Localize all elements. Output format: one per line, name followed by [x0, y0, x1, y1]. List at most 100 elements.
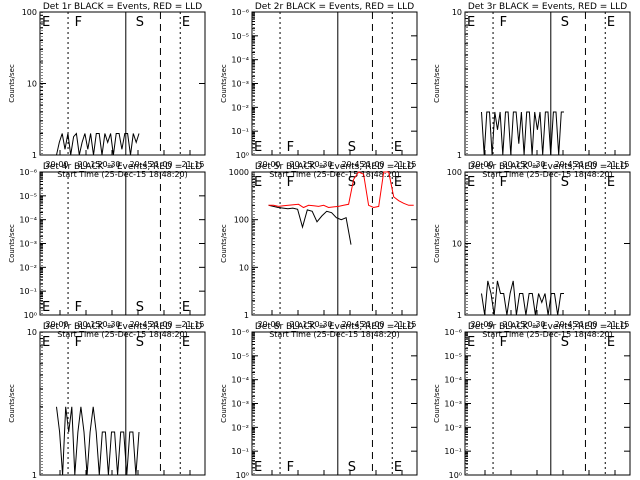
event-marker-label: S — [348, 175, 356, 190]
x-tick-label: 20:45 — [554, 320, 577, 329]
panel-title: Det 7r BLACK = Events, RED = LLD — [43, 322, 202, 332]
y-tick-label: 10⁻¹ — [444, 447, 462, 456]
x-tick-label: 20:30 — [522, 160, 545, 169]
x-axis-label: Start Time (25-Dec-15 18:48:20) — [482, 170, 613, 179]
y-tick-label: 10⁰ — [236, 151, 249, 160]
series-line — [56, 406, 140, 476]
y-axis-label: Counts/sec — [8, 224, 16, 263]
y-tick-label: 10 — [452, 8, 462, 17]
x-tick-label: 21:00 — [149, 320, 172, 329]
y-tick-label: 1 — [32, 471, 37, 480]
panel-title: Det 1r BLACK = Events, RED = LLD — [43, 2, 202, 12]
y-tick-label: 10⁻⁵ — [231, 352, 249, 361]
event-marker-label: F — [75, 300, 82, 315]
event-marker-label: F — [287, 175, 294, 190]
event-marker-label: F — [500, 15, 507, 30]
plot-frame — [39, 331, 206, 476]
x-tick-label: 21:00 — [574, 320, 597, 329]
y-axis-label: Counts/sec — [8, 64, 16, 103]
y-tick-label: 10⁰ — [449, 471, 462, 480]
x-tick-label: 21:15 — [606, 320, 629, 329]
y-tick-label: 1 — [32, 151, 37, 160]
event-marker-label: F — [287, 140, 294, 155]
event-marker-label: E — [182, 15, 190, 30]
x-tick-label: 20:15 — [502, 160, 525, 169]
y-axis-label: Counts/sec — [433, 384, 441, 423]
panel-8: Det 8r BLACK = Events, RED = LLD 10⁰ 10⁻¹ 1… — [220, 322, 418, 480]
y-tick-label: 1 — [457, 151, 462, 160]
event-marker-label: F — [500, 335, 507, 350]
x-tick-label: 20:15 — [502, 320, 525, 329]
x-tick-label: 20:45 — [129, 160, 152, 169]
y-tick-label: 1000 — [229, 168, 249, 177]
x-tick-label: 21:15 — [393, 320, 416, 329]
panel-2: Det 2r BLACK = Events, RED = LLD 10⁰ 10⁻¹ 1… — [220, 2, 418, 179]
y-tick-label: 10⁻² — [444, 423, 462, 432]
series-line — [481, 280, 564, 316]
x-tick-label: 20:00 — [45, 320, 68, 329]
x-tick-label: 21:00 — [574, 160, 597, 169]
event-marker-label: S — [348, 460, 356, 475]
y-tick-label: 10⁻⁴ — [231, 56, 249, 65]
panel-5: Det 5r BLACK = Events, RED = LLD 1 10 100 10… — [220, 162, 418, 339]
y-tick-label: 10 — [239, 263, 249, 272]
y-axis-label: Counts/sec — [220, 224, 228, 263]
x-tick-label: 20:30 — [522, 320, 545, 329]
event-marker-label: E — [607, 175, 615, 190]
y-axis-label: Counts/sec — [8, 384, 16, 423]
y-tick-label: 10⁻⁴ — [19, 216, 37, 225]
x-tick-label: 20:15 — [77, 160, 100, 169]
y-tick-label: 1 — [244, 311, 249, 320]
event-marker-label: E — [182, 335, 190, 350]
x-tick-label: 20:30 — [309, 320, 332, 329]
event-marker-label: E — [42, 335, 50, 350]
series-line — [268, 171, 414, 209]
panel-7: Det 7r BLACK = Events, RED = LLD 1 10 Count… — [8, 322, 206, 480]
y-tick-label: 1 — [457, 311, 462, 320]
event-marker-label: S — [348, 140, 356, 155]
y-axis-label: Counts/sec — [220, 384, 228, 423]
panel-6: Det 6r BLACK = Events, RED = LLD 1 10 100 Co… — [433, 162, 631, 339]
y-tick-label: 10⁻³ — [19, 240, 37, 249]
panel-title: Det 2r BLACK = Events, RED = LLD — [255, 2, 414, 12]
y-tick-label: 10 — [27, 80, 37, 89]
y-tick-label: 10⁻⁵ — [231, 32, 249, 41]
x-tick-label: 20:00 — [470, 160, 493, 169]
x-tick-label: 20:00 — [470, 320, 493, 329]
x-axis-label: Start Time (25-Dec-15 18:48:20) — [57, 170, 188, 179]
y-tick-label: 10⁻³ — [444, 400, 462, 409]
event-marker-label: E — [467, 15, 475, 30]
event-marker-label: E — [467, 175, 475, 190]
x-tick-label: 20:45 — [129, 320, 152, 329]
series-line — [268, 204, 352, 245]
x-tick-label: 21:00 — [361, 320, 384, 329]
x-axis-label: Start Time (25-Dec-15 18:48:20) — [482, 330, 613, 339]
event-marker-label: E — [254, 140, 262, 155]
x-tick-label: 21:00 — [361, 160, 384, 169]
y-axis-label: Counts/sec — [433, 64, 441, 103]
y-tick-label: 10⁻² — [231, 103, 249, 112]
x-tick-label: 20:45 — [341, 160, 364, 169]
event-marker-label: E — [467, 335, 475, 350]
y-tick-label: 10⁻⁵ — [444, 352, 462, 361]
panel-1: Det 1r BLACK = Events, RED = LLD 1 10 100 Co… — [8, 2, 206, 179]
y-tick-label: 10⁻⁴ — [444, 376, 462, 385]
x-tick-label: 21:15 — [393, 160, 416, 169]
event-marker-label: E — [42, 15, 50, 30]
y-tick-label: 10⁻⁶ — [444, 328, 462, 337]
y-tick-label: 10⁻⁵ — [19, 192, 37, 201]
panel-title: Det 8r BLACK = Events, RED = LLD — [255, 322, 414, 332]
event-marker-label: F — [75, 15, 82, 30]
x-tick-label: 20:15 — [289, 160, 312, 169]
x-tick-label: 20:30 — [97, 320, 120, 329]
x-axis-label: Start Time (25-Dec-15 18:48:20) — [269, 170, 400, 179]
y-tick-label: 10⁻² — [19, 263, 37, 272]
event-marker-label: F — [287, 460, 294, 475]
x-tick-label: 20:00 — [257, 160, 280, 169]
event-marker-label: E — [394, 140, 402, 155]
y-tick-label: 10⁻⁶ — [231, 8, 249, 17]
event-marker-label: S — [136, 15, 144, 30]
x-axis-label: Start Time (25-Dec-15 18:48:20) — [57, 330, 188, 339]
y-tick-label: 10⁻⁶ — [19, 168, 37, 177]
event-marker-label: E — [254, 175, 262, 190]
